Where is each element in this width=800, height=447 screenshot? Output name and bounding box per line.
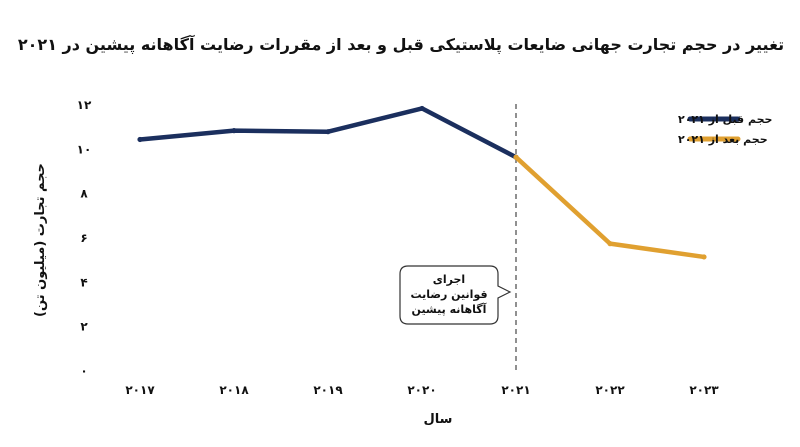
legend: حجم قبل از ۲۰۲۱ حجم بعد از ۲۰۲۱ [678, 113, 772, 146]
x-tick-label: ۲۰۱۹ [313, 383, 343, 397]
x-tick-label: ۲۰۱۸ [219, 383, 249, 397]
x-tick-label: ۲۰۲۰ [407, 383, 436, 397]
annotation-text-line: قوانین رضایت [410, 288, 487, 301]
data-point [607, 241, 613, 247]
data-point [513, 154, 519, 160]
y-axis-label: حجم تجارت (میلیون تن) [33, 163, 48, 317]
series-lines [137, 105, 707, 260]
y-tick-label: ۴ [80, 275, 87, 289]
annotation-bubble [399, 265, 512, 325]
y-tick-label: ۸ [80, 187, 88, 201]
data-point [231, 128, 237, 134]
annotation-text-line: آگاهانه پیشین [412, 302, 487, 316]
data-point [701, 254, 707, 260]
legend-label-after: حجم بعد از ۲۰۲۱ [678, 133, 768, 146]
y-tick-label: ۲ [80, 320, 88, 334]
data-point [137, 136, 143, 143]
data-point [419, 105, 425, 112]
y-tick-label: ۱۲ [77, 98, 92, 112]
x-axis-label: سال [424, 412, 453, 427]
y-axis-ticks: ۰ ۲ ۴ ۶ ۸ ۱۰ ۱۲ [77, 98, 92, 378]
x-tick-label: ۲۰۱۷ [125, 383, 155, 397]
annotation-text-line: اجرای [433, 273, 465, 286]
data-point [325, 129, 331, 135]
legend-label-before: حجم قبل از ۲۰۲۱ [678, 113, 772, 126]
x-axis-ticks: ۲۰۱۷ ۲۰۱۸ ۲۰۱۹ ۲۰۲۰ ۲۰۲۱ ۲۰۲۲ ۲۰۲۳ [125, 383, 719, 397]
x-tick-label: ۲۰۲۱ [501, 383, 530, 397]
x-tick-label: ۲۰۲۲ [595, 383, 625, 397]
x-tick-label: ۲۰۲۳ [689, 383, 719, 397]
y-tick-label: ۱۰ [77, 142, 92, 156]
y-tick-label: ۶ [80, 231, 87, 245]
chart-title: تغییر در حجم تجارت جهانی ضایعات پلاستیکی… [18, 34, 784, 55]
y-tick-label: ۰ [80, 364, 87, 378]
